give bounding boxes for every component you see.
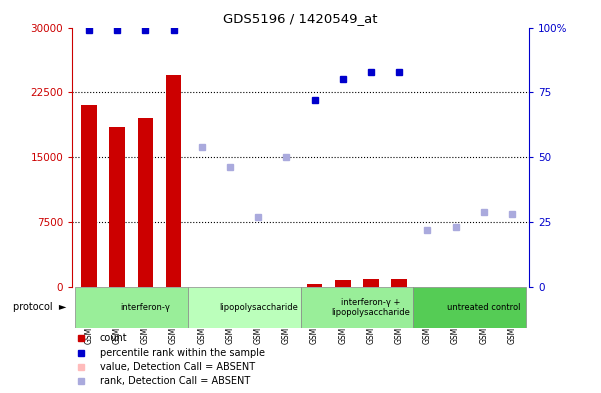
Bar [307, 284, 322, 286]
Bar [81, 105, 97, 286]
Text: count: count [100, 333, 127, 343]
Bar [188, 286, 300, 328]
Text: untreated control: untreated control [447, 303, 520, 312]
Bar [300, 286, 413, 328]
Text: interferon-γ: interferon-γ [120, 303, 170, 312]
Text: lipopolysaccharide: lipopolysaccharide [219, 303, 297, 312]
Bar [391, 279, 407, 286]
Text: interferon-γ +
lipopolysaccharide: interferon-γ + lipopolysaccharide [332, 298, 410, 317]
Bar [75, 286, 188, 328]
Title: GDS5196 / 1420549_at: GDS5196 / 1420549_at [223, 12, 378, 25]
Text: rank, Detection Call = ABSENT: rank, Detection Call = ABSENT [100, 376, 250, 386]
Bar [413, 286, 526, 328]
Text: value, Detection Call = ABSENT: value, Detection Call = ABSENT [100, 362, 255, 372]
Text: percentile rank within the sample: percentile rank within the sample [100, 348, 264, 358]
Bar [363, 279, 379, 286]
Bar [109, 127, 125, 286]
Bar [138, 118, 153, 286]
Bar [335, 280, 350, 286]
Text: protocol  ►: protocol ► [13, 302, 66, 312]
Bar [166, 75, 182, 286]
